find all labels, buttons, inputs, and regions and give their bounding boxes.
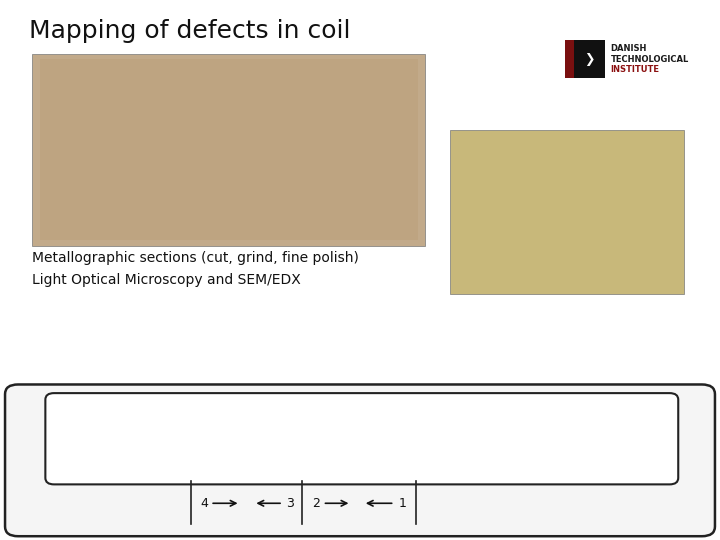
FancyBboxPatch shape [45,393,678,484]
Text: TECHNOLOGICAL: TECHNOLOGICAL [611,55,689,64]
Bar [450,130,684,294]
Text: Metallographic sections (cut, grind, fine polish): Metallographic sections (cut, grind, fin… [32,251,359,265]
Bar [40,59,418,240]
Text: ❯: ❯ [585,53,595,66]
Bar [32,54,425,246]
Bar [565,40,605,78]
Text: 1: 1 [399,497,407,510]
Text: 3: 3 [286,497,294,510]
Text: 4: 4 [200,497,208,510]
Text: 2: 2 [312,497,320,510]
Bar [565,40,574,78]
FancyBboxPatch shape [5,384,715,536]
Text: DANISH: DANISH [611,44,647,53]
Text: Mapping of defects in coil: Mapping of defects in coil [29,19,351,43]
Text: Light Optical Microscopy and SEM/EDX: Light Optical Microscopy and SEM/EDX [32,273,301,287]
Text: INSTITUTE: INSTITUTE [611,65,660,75]
